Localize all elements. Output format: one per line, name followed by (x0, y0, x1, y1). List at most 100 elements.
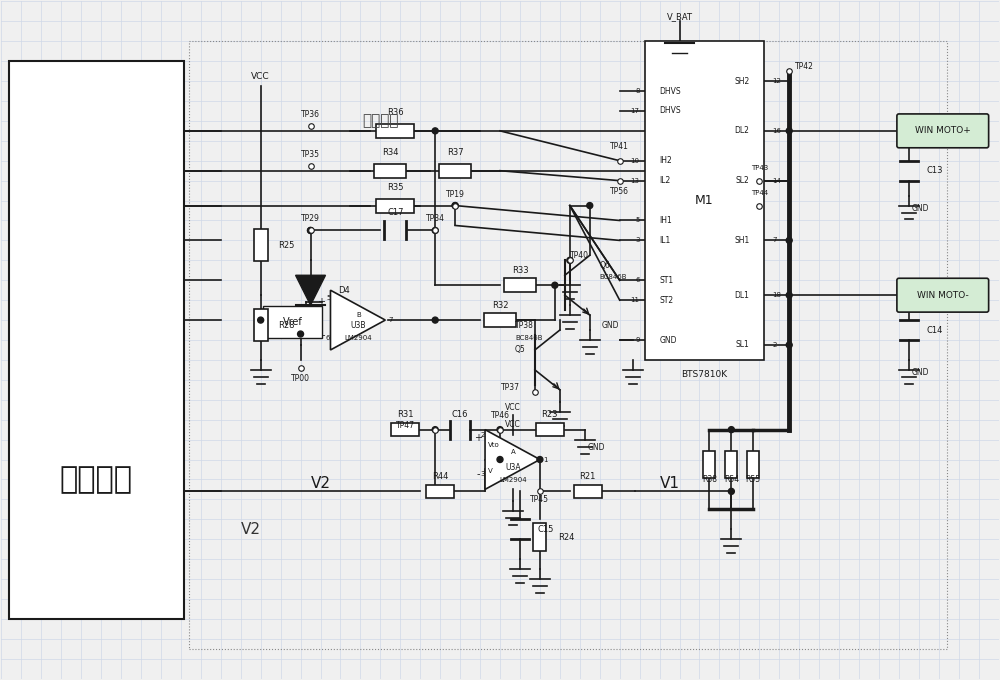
FancyBboxPatch shape (263, 306, 322, 338)
Circle shape (497, 426, 503, 432)
Text: Vto: Vto (488, 441, 500, 447)
Text: GND: GND (912, 204, 930, 213)
Text: Vref: Vref (283, 317, 302, 327)
Text: C13: C13 (927, 166, 943, 175)
Circle shape (567, 257, 573, 263)
Text: +: + (317, 297, 325, 307)
Text: TP44: TP44 (751, 190, 768, 196)
Text: TP56: TP56 (610, 186, 629, 196)
Text: R44: R44 (432, 472, 448, 481)
Polygon shape (296, 275, 325, 305)
Text: IH1: IH1 (660, 216, 672, 225)
Polygon shape (330, 290, 385, 350)
Text: DHVS: DHVS (660, 107, 681, 116)
Text: TP47: TP47 (396, 421, 415, 430)
Text: C16: C16 (452, 410, 468, 419)
Text: U3B: U3B (351, 320, 366, 330)
Circle shape (432, 228, 438, 233)
Text: DL1: DL1 (734, 290, 749, 300)
Text: TP40: TP40 (570, 252, 589, 260)
Circle shape (552, 282, 558, 288)
Text: 17: 17 (631, 108, 640, 114)
Text: 6: 6 (635, 277, 640, 284)
Text: LM2904: LM2904 (499, 477, 527, 483)
Text: 7: 7 (388, 317, 393, 323)
Text: R25: R25 (279, 241, 295, 250)
Text: R33: R33 (512, 266, 528, 275)
FancyBboxPatch shape (439, 164, 471, 177)
Circle shape (452, 203, 458, 209)
Text: TP42: TP42 (795, 62, 814, 71)
Circle shape (432, 317, 438, 323)
FancyBboxPatch shape (254, 309, 268, 341)
Text: 7: 7 (772, 237, 777, 243)
Text: R36: R36 (387, 108, 404, 118)
FancyBboxPatch shape (376, 199, 414, 213)
Text: R34: R34 (382, 148, 399, 157)
Text: C17: C17 (387, 208, 404, 217)
FancyBboxPatch shape (374, 164, 406, 177)
Text: 16: 16 (772, 128, 781, 134)
Text: GND: GND (912, 369, 930, 377)
Circle shape (537, 456, 543, 462)
Text: V1: V1 (660, 476, 680, 491)
Text: R32: R32 (492, 301, 508, 309)
Text: 6: 6 (326, 335, 330, 341)
Text: +: + (474, 432, 482, 443)
Circle shape (452, 203, 458, 209)
Text: 2: 2 (481, 432, 485, 438)
Text: 13: 13 (631, 177, 640, 184)
Text: 2: 2 (772, 342, 777, 348)
Text: Q6: Q6 (600, 261, 610, 270)
Text: -: - (322, 330, 325, 340)
Text: R28: R28 (279, 320, 295, 330)
Text: 车身模块: 车身模块 (362, 114, 399, 129)
FancyBboxPatch shape (9, 61, 184, 619)
Text: TP46: TP46 (491, 411, 510, 420)
Text: R55: R55 (746, 475, 761, 484)
FancyBboxPatch shape (897, 278, 989, 312)
Text: 11: 11 (631, 297, 640, 303)
Text: C15: C15 (538, 525, 554, 534)
Polygon shape (485, 430, 540, 490)
Text: SH2: SH2 (734, 77, 749, 86)
Text: R37: R37 (447, 148, 463, 157)
Text: TP29: TP29 (301, 214, 320, 224)
FancyBboxPatch shape (897, 114, 989, 148)
Text: V2: V2 (311, 476, 331, 491)
Text: 10: 10 (631, 158, 640, 164)
Text: C14: C14 (927, 326, 943, 335)
Text: DHVS: DHVS (660, 86, 681, 95)
Text: 微控制器: 微控制器 (60, 465, 133, 494)
Text: A: A (511, 449, 515, 454)
Text: 12: 12 (772, 78, 781, 84)
FancyBboxPatch shape (703, 451, 715, 479)
Text: TP34: TP34 (426, 214, 445, 224)
Text: R21: R21 (580, 472, 596, 481)
FancyBboxPatch shape (391, 423, 419, 436)
Text: SL1: SL1 (736, 341, 749, 350)
Text: B: B (356, 312, 361, 318)
Text: Q5: Q5 (515, 345, 526, 354)
Circle shape (786, 237, 792, 243)
Text: TP00: TP00 (291, 374, 310, 383)
FancyBboxPatch shape (645, 41, 764, 360)
Text: -: - (476, 469, 480, 479)
Text: VCC: VCC (505, 420, 521, 429)
Circle shape (587, 203, 593, 209)
Circle shape (258, 317, 264, 323)
Circle shape (432, 128, 438, 134)
Text: TP19: TP19 (446, 190, 465, 199)
Text: R35: R35 (387, 183, 404, 192)
Text: R23: R23 (542, 410, 558, 419)
Text: WIN MOTO+: WIN MOTO+ (915, 126, 971, 135)
Circle shape (728, 488, 734, 494)
FancyBboxPatch shape (747, 451, 759, 479)
Text: R54: R54 (724, 475, 739, 484)
Text: V2: V2 (241, 522, 261, 537)
Text: VCC: VCC (251, 71, 270, 81)
Circle shape (497, 456, 503, 462)
Text: SH1: SH1 (734, 236, 749, 245)
Text: M1: M1 (695, 194, 714, 207)
Text: GND: GND (602, 320, 619, 330)
